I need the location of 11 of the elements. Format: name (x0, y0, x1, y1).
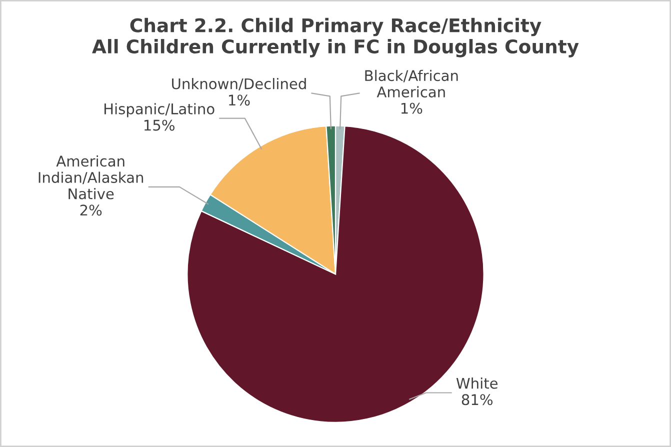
slice-label: American Indian/Alaskan Native (38, 155, 144, 200)
chart-title: Chart 2.2. Child Primary Race/Ethnicity All Children Currently in FC in Douglas County (92, 18, 579, 58)
slice-label: Unknown/Declined (172, 78, 306, 90)
slice-label: Hispanic/Latino (104, 103, 214, 118)
data-label: 1% (229, 94, 250, 106)
slice-label: White (456, 378, 498, 389)
slice-label: Black/African American (365, 70, 458, 98)
data-label: 15% (144, 120, 174, 131)
data-label: 81% (462, 394, 493, 406)
data-label: 2% (80, 204, 102, 216)
data-label: 1% (401, 102, 422, 114)
